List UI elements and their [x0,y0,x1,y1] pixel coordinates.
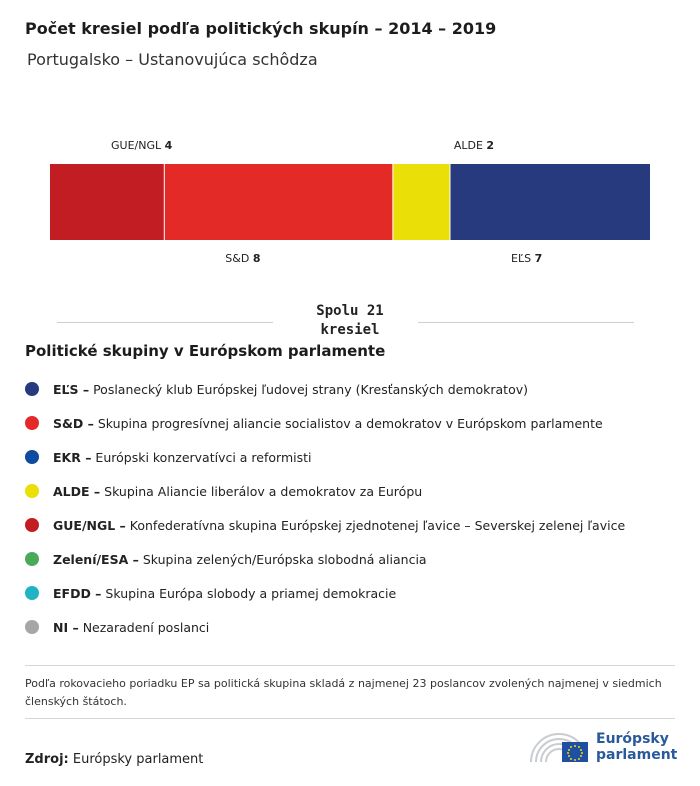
bar-segment-2 [392,164,450,240]
total-seats-line2: kresiel [320,322,380,338]
total-seats-label: Spolu 21 kresiel [280,302,420,340]
total-divider-left [57,322,273,323]
note-divider-top [25,665,675,666]
total-divider-right [418,322,634,323]
legend-item: NI – Nezaradení poslanci [25,610,625,644]
logo-line-2: parlament [596,747,678,763]
data-label-2: ALDE 2 [454,139,494,152]
legend-description: Skupina Európa slobody a priamej demokra… [101,585,397,601]
legend-description: Skupina Aliancie liberálov a demokratov … [100,483,423,499]
legend-item: GUE/NGL – Konfederatívna skupina Európsk… [25,508,625,542]
legend-item: EFDD – Skupina Európa slobody a priamej … [25,576,625,610]
legend-description: Poslanecký klub Európskej ľudovej strany… [89,381,529,397]
legend-title: Politické skupiny v Európskom parlamente [25,342,386,360]
legend-color-dot [25,552,39,566]
source: Zdroj: Európsky parlament [25,752,203,767]
source-label: Zdroj: [25,752,69,767]
legend-color-dot [25,416,39,430]
legend-abbreviation: S&D – [53,415,94,431]
total-seats-line1: Spolu 21 [316,303,384,319]
legend-abbreviation: Zelení/ESA – [53,551,139,567]
chart-subtitle: Portugalsko – Ustanovujúca schôdza [27,50,318,69]
legend: EĽS – Poslanecký klub Európskej ľudovej … [25,372,625,644]
legend-description: Nezaradení poslanci [78,619,210,635]
legend-abbreviation: NI – [53,619,79,635]
footnote: Podľa rokovacieho poriadku EP sa politic… [25,677,662,708]
legend-abbreviation: EFDD – [53,585,102,601]
legend-item: EKR – Európski konzervatívci a reformist… [25,440,625,474]
legend-item: ALDE – Skupina Aliancie liberálov a demo… [25,474,625,508]
legend-item: S&D – Skupina progresívnej aliancie soci… [25,406,625,440]
chart-title: Počet kresiel podľa politických skupín –… [25,19,497,38]
legend-color-dot [25,518,39,532]
legend-abbreviation: ALDE – [53,483,101,499]
hemicycle-logo-icon [530,733,588,763]
legend-color-dot [25,450,39,464]
legend-color-dot [25,484,39,498]
data-label-3: EĽS 7 [511,252,542,265]
legend-item: Zelení/ESA – Skupina zelených/Európska s… [25,542,625,576]
legend-description: Skupina progresívnej aliancie socialisto… [93,415,603,431]
legend-description: Konfederatívna skupina Európskej zjednot… [125,517,626,533]
legend-description: Skupina zelených/Európska slobodná alian… [138,551,427,567]
stacked-bar-chart: GUE/NGL 4 S&D 8 ALDE 2 EĽS 7 [50,139,650,265]
european-parliament-logo[interactable]: Európsky parlament [528,728,677,766]
legend-color-dot [25,586,39,600]
legend-abbreviation: EKR – [53,449,92,465]
data-label-1: S&D 8 [225,252,260,265]
data-label-0: GUE/NGL 4 [111,139,173,152]
legend-item: EĽS – Poslanecký klub Európskej ľudovej … [25,372,625,406]
bar-segment-3 [450,164,650,240]
bar-segment-1 [164,164,393,240]
legend-description: Európski konzervatívci a reformisti [91,449,312,465]
legend-abbreviation: EĽS – [53,381,90,397]
bar-segment-0 [50,164,165,240]
note-divider-bottom [25,718,675,719]
source-value: Európsky parlament [72,752,204,767]
legend-color-dot [25,382,39,396]
legend-color-dot [25,620,39,634]
logo-line-1: Európsky [596,731,669,747]
legend-abbreviation: GUE/NGL – [53,517,126,533]
